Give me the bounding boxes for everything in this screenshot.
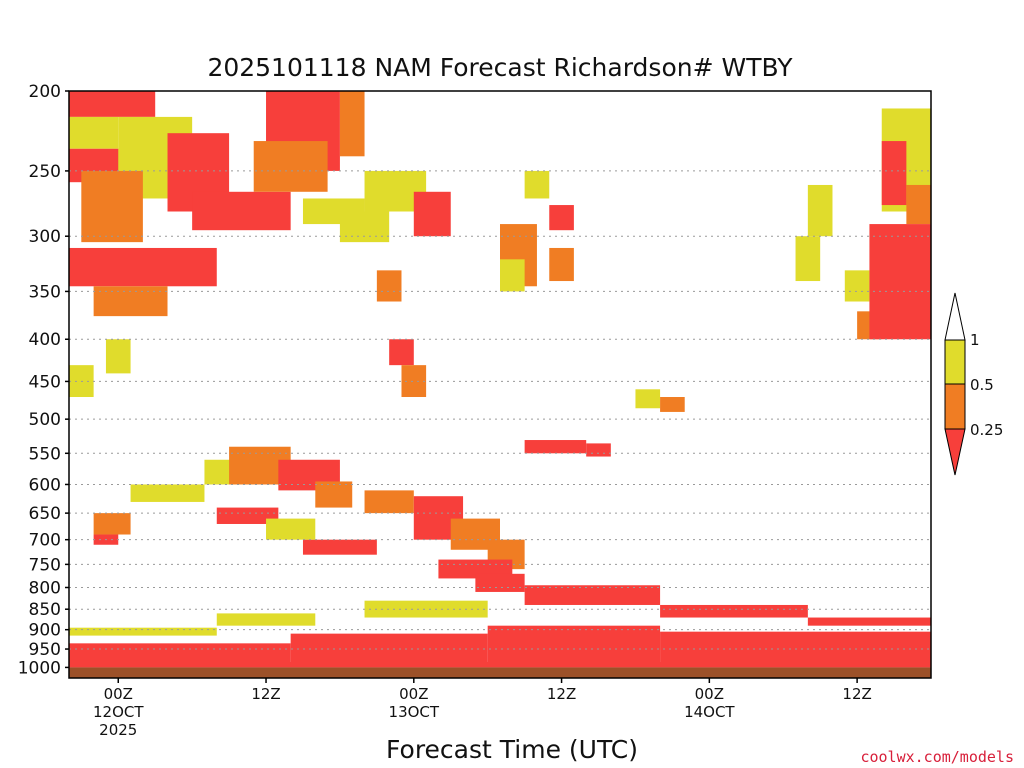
y-tick-900: 900 — [29, 621, 61, 641]
y-axis-ticks: 200 250 300 350 400 450 500 550 600 650 700 750 8008… — [18, 82, 69, 678]
ri-cell-79 — [290, 633, 488, 664]
y-tick-650: 650 — [29, 504, 61, 524]
ri-cell-73 — [475, 573, 525, 592]
ri-cell-1 — [69, 116, 119, 149]
y-tick-750: 750 — [29, 555, 61, 575]
ri-cell-37 — [869, 224, 931, 340]
ri-cell-31 — [807, 184, 833, 237]
ri-cell-5 — [81, 170, 143, 243]
ground-band — [69, 667, 931, 678]
ri-cell-22 — [549, 205, 574, 231]
y-tick-850: 850 — [29, 600, 61, 620]
ri-cell-8 — [192, 191, 291, 231]
ri-cell-60 — [93, 513, 131, 535]
ri-cell-55 — [315, 481, 353, 508]
x-tick-0-line1: 00Z — [104, 685, 133, 703]
ri-cell-28 — [524, 440, 587, 454]
x-tick-2-line2: 13OCT — [389, 703, 440, 721]
y-tick-1000: 1000 — [18, 658, 61, 678]
y-tick-300: 300 — [29, 227, 61, 247]
x-tick-2-line1: 00Z — [399, 685, 428, 703]
ri-cell-30 — [795, 236, 821, 282]
ri-cell-32 — [844, 270, 870, 302]
x-tick-4-line1: 00Z — [695, 685, 724, 703]
ri-cell-13 — [413, 191, 451, 237]
ri-cell-78 — [69, 643, 291, 663]
ri-cell-27 — [660, 397, 685, 412]
ri-cell-15 — [302, 198, 365, 225]
ri-cell-17 — [105, 339, 131, 374]
y-tick-800: 800 — [29, 578, 61, 598]
y-tick-350: 350 — [29, 282, 61, 302]
ri-cell-11 — [339, 91, 365, 157]
x-tick-0-line2: 12OCT — [93, 703, 144, 721]
legend-top-arrow — [944, 292, 966, 341]
ri-cell-10 — [253, 141, 328, 192]
chart-title: 2025101118 NAM Forecast Richardson# WTBY — [207, 53, 793, 82]
y-tick-200: 200 — [29, 82, 61, 102]
y-tick-250: 250 — [29, 162, 61, 182]
ri-cell-0 — [69, 91, 156, 117]
ri-cell-66 — [438, 559, 513, 579]
ground-fill — [69, 667, 931, 678]
color-legend: 1 0.5 0.25 — [944, 292, 1003, 476]
y-tick-550: 550 — [29, 444, 61, 464]
legend-label-1: 1 — [970, 331, 980, 349]
ri-cell-6 — [69, 247, 217, 287]
ri-cell-81 — [660, 631, 931, 664]
legend-bin-low — [944, 428, 966, 476]
y-tick-450: 450 — [29, 372, 61, 392]
heatmap-cells — [69, 91, 931, 668]
ri-cell-72 — [807, 617, 931, 626]
x-tick-3-line1: 12Z — [547, 685, 576, 703]
credit-link[interactable]: coolwx.com/models — [860, 748, 1014, 766]
y-tick-600: 600 — [29, 475, 61, 495]
ri-cell-76 — [216, 613, 316, 626]
plot-frame — [68, 90, 932, 679]
legend-bin-high — [944, 339, 966, 385]
ri-cell-63 — [216, 507, 279, 524]
ri-cell-18 — [376, 270, 402, 302]
ri-cell-26 — [635, 389, 661, 409]
ri-cell-36 — [906, 184, 931, 225]
ri-cell-7 — [93, 286, 168, 317]
y-tick-700: 700 — [29, 531, 61, 551]
legend-bin-mid — [944, 383, 966, 430]
ri-cell-83 — [69, 662, 931, 668]
x-tick-5-line1: 12Z — [842, 685, 871, 703]
legend-label-0-25: 0.25 — [970, 421, 1003, 439]
x-tick-0-line3: 2025 — [99, 721, 137, 739]
ri-cell-56 — [364, 490, 414, 514]
ri-cell-35 — [881, 141, 907, 206]
ri-cell-64 — [302, 539, 377, 555]
x-tick-4-line2: 14OCT — [684, 703, 735, 721]
ri-cell-29 — [586, 443, 611, 457]
ri-cell-75 — [364, 600, 488, 618]
ri-cell-71 — [660, 604, 808, 618]
y-tick-400: 400 — [29, 330, 61, 350]
ri-cell-77 — [69, 627, 217, 636]
ri-cell-24 — [500, 259, 525, 292]
ri-cell-21 — [524, 170, 550, 199]
ri-cell-65 — [266, 518, 316, 540]
ri-cell-25 — [549, 247, 574, 282]
x-tick-1-line1: 12Z — [251, 685, 280, 703]
ri-cell-62 — [130, 484, 205, 502]
y-tick-500: 500 — [29, 410, 61, 430]
y-tick-950: 950 — [29, 640, 61, 660]
ri-cell-19 — [389, 339, 414, 366]
x-axis-label: Forecast Time (UTC) — [386, 735, 638, 764]
ri-cell-80 — [487, 625, 661, 664]
ri-cell-70 — [524, 585, 661, 605]
legend-label-0-5: 0.5 — [970, 376, 994, 394]
